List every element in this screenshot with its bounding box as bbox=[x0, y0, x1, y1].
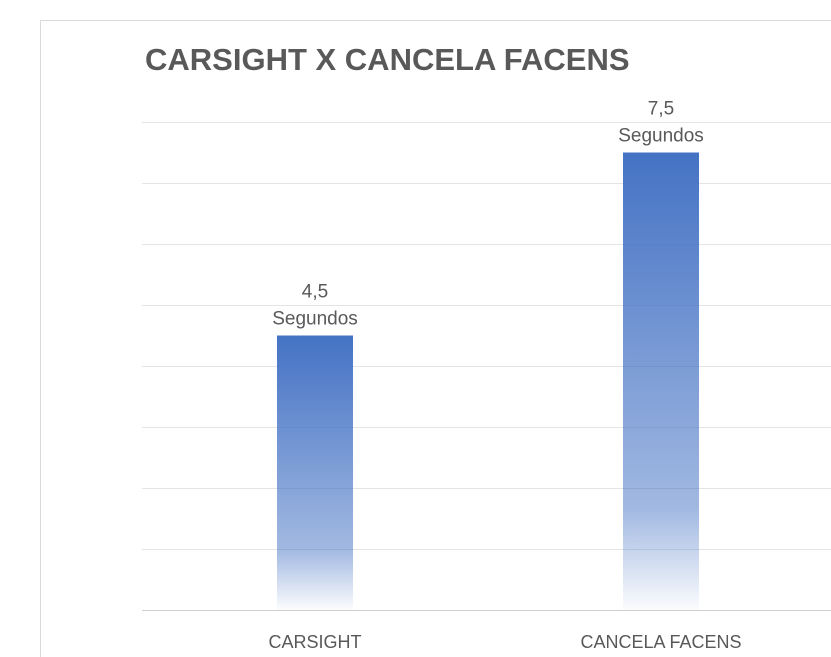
bar bbox=[623, 152, 699, 610]
chart-title: CARSIGHT X CANCELA FACENS bbox=[145, 42, 630, 77]
bar bbox=[277, 335, 353, 610]
chart-frame bbox=[40, 20, 831, 657]
x-tick-label: CARSIGHT bbox=[268, 632, 361, 652]
data-label: 7,5 Segundos bbox=[618, 99, 704, 147]
x-tick-label: CANCELA FACENS bbox=[580, 632, 741, 652]
data-label: 4,5 Segundos bbox=[272, 282, 358, 330]
